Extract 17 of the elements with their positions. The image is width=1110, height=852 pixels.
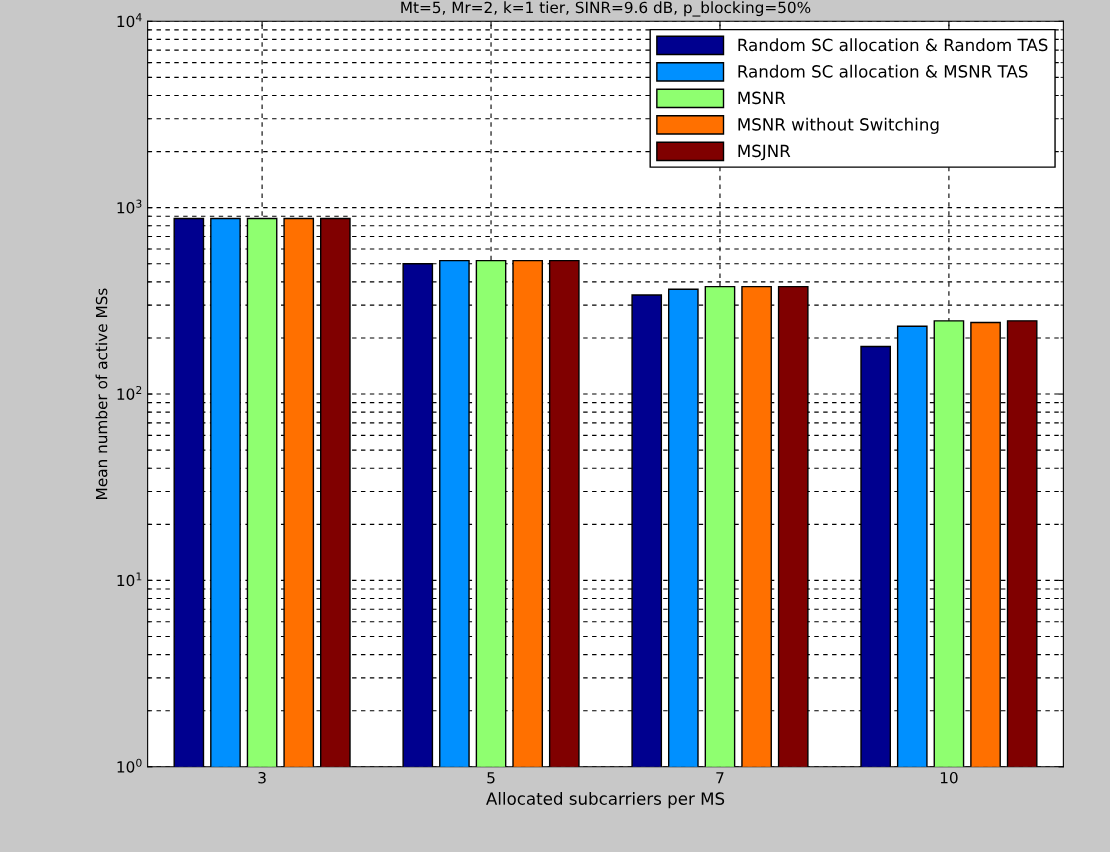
y-axis-title: Mean number of active MSs: [95, 288, 108, 499]
legend-label: MSJNR: [738, 144, 791, 161]
y-tick-label: 10$^{1}$: [117, 572, 142, 587]
y-tick-label: 10$^{3}$: [117, 199, 142, 214]
x-tick-label: 10: [940, 771, 958, 784]
legend-label: MSNR: [738, 91, 786, 105]
legend-label: MSNR without Switching: [738, 117, 939, 134]
y-tick-label: 10$^{0}$: [117, 758, 142, 773]
legend-label: Random SC allocation & MSNR TAS: [738, 64, 1028, 78]
legend-label: Random SC allocation & Random TAS: [738, 38, 1048, 52]
y-tick-label: 10$^{2}$: [117, 385, 142, 400]
x-tick-label: 3: [258, 771, 266, 784]
x-tick-label: 7: [716, 772, 724, 784]
x-axis-title: Allocated subcarriers per MS: [486, 792, 725, 809]
chart-title: Mt=5, Mr=2, k=1 tier, SINR=9.6 dB, p_blocking=50%: [401, 1, 811, 17]
x-tick-label: 5: [487, 772, 495, 784]
y-tick-label: 10$^{4}$: [117, 13, 142, 28]
